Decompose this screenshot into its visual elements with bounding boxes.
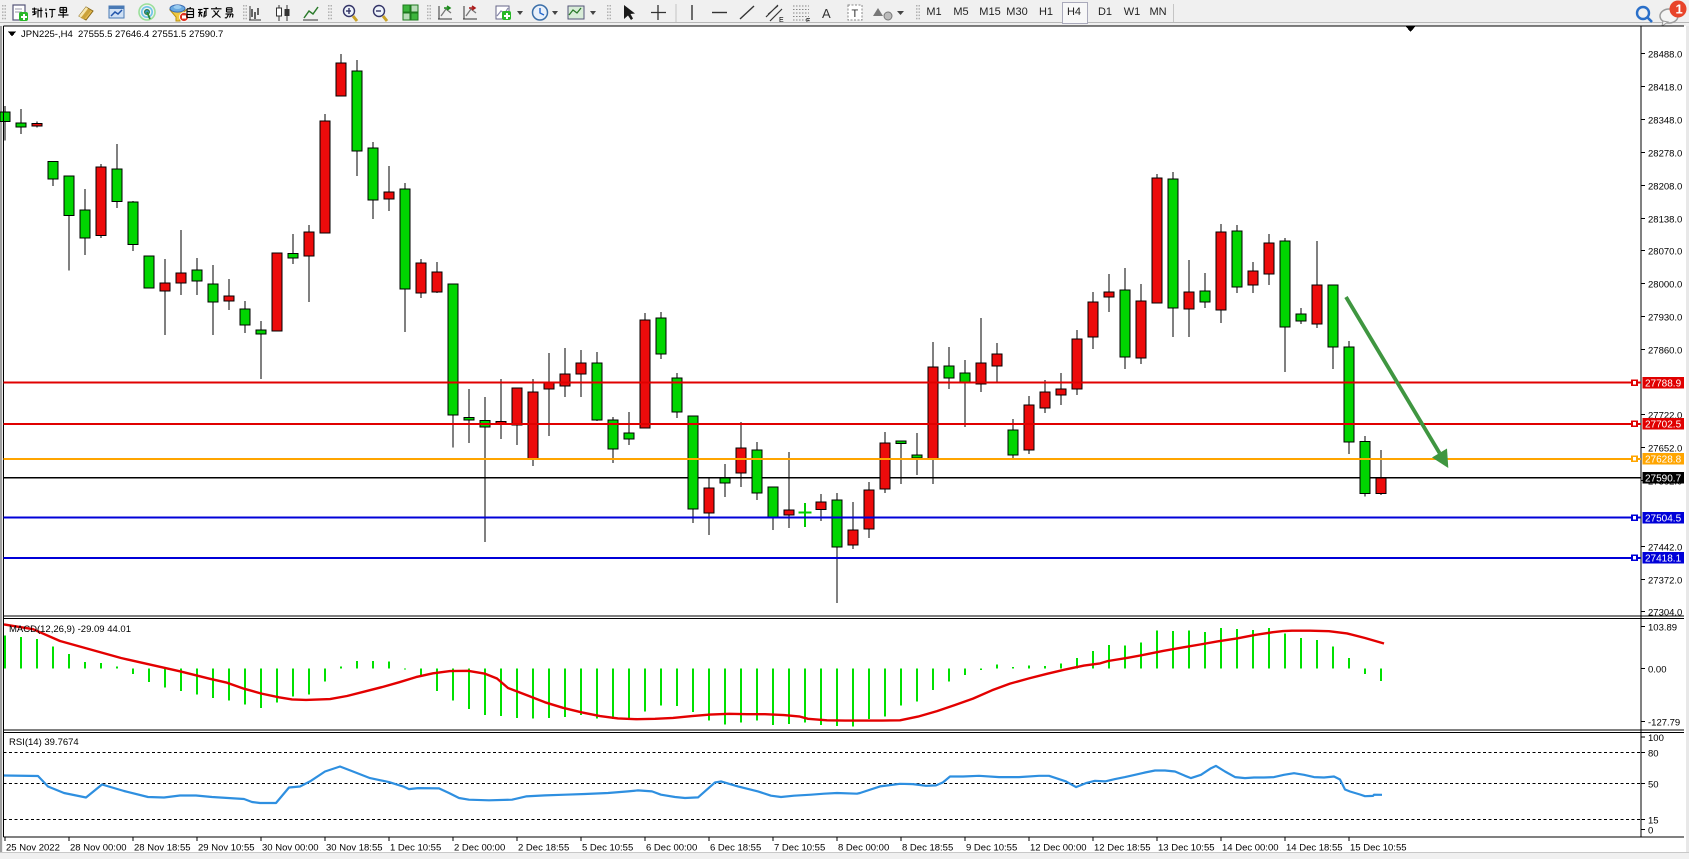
svg-text:2 Dec 18:55: 2 Dec 18:55 (518, 843, 569, 854)
svg-text:28208.0: 28208.0 (1648, 182, 1682, 193)
svg-text:50: 50 (1648, 779, 1659, 790)
svg-text:28348.0: 28348.0 (1648, 116, 1682, 127)
svg-text:15 Dec 10:55: 15 Dec 10:55 (1350, 843, 1407, 854)
svg-text:103.89: 103.89 (1648, 623, 1677, 634)
svg-text:12 Dec 18:55: 12 Dec 18:55 (1094, 843, 1151, 854)
svg-text:100: 100 (1648, 733, 1664, 744)
svg-text:28000.0: 28000.0 (1648, 280, 1682, 291)
svg-text:7 Dec 10:55: 7 Dec 10:55 (774, 843, 825, 854)
svg-text:RSI(14) 39.7674: RSI(14) 39.7674 (9, 737, 79, 748)
svg-text:29 Nov 10:55: 29 Nov 10:55 (198, 843, 255, 854)
svg-text:0: 0 (1648, 826, 1653, 837)
svg-text:-127.79: -127.79 (1648, 718, 1680, 729)
svg-text:28138.0: 28138.0 (1648, 214, 1682, 225)
svg-text:14 Dec 18:55: 14 Dec 18:55 (1286, 843, 1343, 854)
svg-text:27788.9: 27788.9 (1645, 378, 1682, 389)
svg-text:A: A (822, 6, 831, 21)
svg-text:14 Dec 00:00: 14 Dec 00:00 (1222, 843, 1279, 854)
svg-text:15: 15 (1648, 816, 1659, 827)
svg-text:27702.5: 27702.5 (1645, 420, 1682, 431)
svg-text:12 Dec 00:00: 12 Dec 00:00 (1030, 843, 1087, 854)
svg-text:13 Dec 10:55: 13 Dec 10:55 (1158, 843, 1215, 854)
svg-text:27652.0: 27652.0 (1648, 444, 1682, 455)
svg-text:27860.0: 27860.0 (1648, 345, 1682, 356)
svg-text:8 Dec 18:55: 8 Dec 18:55 (902, 843, 953, 854)
svg-text:25 Nov 2022: 25 Nov 2022 (6, 843, 60, 854)
svg-text:28418.0: 28418.0 (1648, 83, 1682, 94)
svg-text:27628.8: 27628.8 (1645, 455, 1682, 466)
svg-text:E: E (779, 17, 784, 24)
svg-text:28 Nov 18:55: 28 Nov 18:55 (134, 843, 191, 854)
svg-text:28070.0: 28070.0 (1648, 247, 1682, 258)
svg-text:27504.5: 27504.5 (1645, 514, 1682, 525)
svg-text:F: F (806, 18, 810, 25)
svg-text:0.00: 0.00 (1648, 664, 1667, 675)
svg-text:28278.0: 28278.0 (1648, 149, 1682, 160)
svg-text:T: T (852, 8, 859, 20)
svg-text:5 Dec 10:55: 5 Dec 10:55 (582, 843, 633, 854)
svg-text:MACD(12,26,9) -29.09 44.01: MACD(12,26,9) -29.09 44.01 (9, 624, 131, 635)
svg-text:9 Dec 10:55: 9 Dec 10:55 (966, 843, 1017, 854)
svg-text:80: 80 (1648, 748, 1659, 759)
svg-text:27722.0: 27722.0 (1648, 411, 1682, 422)
svg-text:27418.1: 27418.1 (1645, 554, 1682, 565)
svg-text:JPN225-,H4 27555.5 27646.4 27: JPN225-,H4 27555.5 27646.4 27551.5 27590… (21, 29, 223, 40)
svg-text:28 Nov 00:00: 28 Nov 00:00 (70, 843, 127, 854)
svg-text:27590.7: 27590.7 (1645, 473, 1682, 484)
svg-text:28488.0: 28488.0 (1648, 50, 1682, 61)
svg-text:1 Dec 10:55: 1 Dec 10:55 (390, 843, 441, 854)
svg-text:30 Nov 18:55: 30 Nov 18:55 (326, 843, 383, 854)
svg-text:27372.0: 27372.0 (1648, 575, 1682, 586)
svg-text:27442.0: 27442.0 (1648, 542, 1682, 553)
svg-text:27304.0: 27304.0 (1648, 608, 1682, 619)
svg-text:6 Dec 00:00: 6 Dec 00:00 (646, 843, 697, 854)
svg-text:30 Nov 00:00: 30 Nov 00:00 (262, 843, 319, 854)
svg-text:1: 1 (1676, 2, 1683, 17)
svg-text:2 Dec 00:00: 2 Dec 00:00 (454, 843, 505, 854)
svg-text:27930.0: 27930.0 (1648, 313, 1682, 324)
svg-text:8 Dec 00:00: 8 Dec 00:00 (838, 843, 889, 854)
svg-text:6 Dec 18:55: 6 Dec 18:55 (710, 843, 761, 854)
